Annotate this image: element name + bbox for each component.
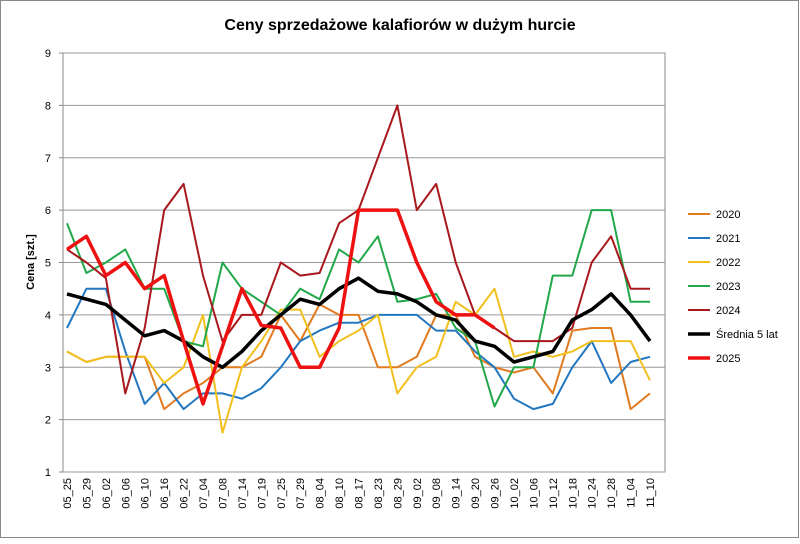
y-tick-label: 8 [45, 100, 51, 112]
series-line [66, 287, 651, 434]
series-line [66, 303, 651, 411]
x-tick-label: 08_29 [392, 478, 404, 509]
series-line [66, 208, 496, 406]
x-tick-label: 07_19 [256, 478, 268, 509]
legend-label: Średnia 5 lat [716, 328, 778, 341]
y-axis-label: Cena [szt.] [25, 234, 37, 290]
y-tick-label: 2 [45, 415, 51, 427]
y-tick-label: 1 [45, 467, 51, 479]
x-tick-label: 07_29 [295, 478, 307, 509]
x-tick-label: 06_02 [101, 478, 113, 509]
series-line [66, 209, 650, 408]
y-tick-label: 9 [45, 48, 51, 60]
x-tick-label: 09_20 [470, 478, 482, 509]
x-tick-label: 07_25 [276, 478, 288, 509]
x-tick-label: 10_02 [509, 478, 521, 509]
legend-label: 2021 [716, 233, 740, 245]
x-tick-label: 09_26 [490, 478, 502, 509]
legend-label: 2020 [716, 209, 740, 221]
x-tick-label: 10_18 [567, 478, 579, 509]
legend-label: 2024 [716, 305, 740, 317]
x-tick-label: 06_16 [159, 478, 171, 509]
x-tick-label: 10_28 [606, 478, 618, 509]
x-tick-label: 08_23 [373, 478, 385, 509]
x-tick-label: 09_02 [412, 478, 424, 509]
x-tick-label: 08_04 [315, 478, 327, 509]
x-tick-label: 10_06 [528, 478, 540, 509]
legend-label: 2023 [716, 281, 740, 293]
x-tick-label: 06_10 [140, 478, 152, 509]
series-line [66, 276, 652, 370]
x-tick-label: 06_06 [120, 478, 132, 509]
x-tick-label: 05_29 [81, 478, 93, 509]
x-tick-label: 10_12 [548, 478, 560, 509]
x-tick-label: 08_17 [354, 478, 366, 509]
y-tick-label: 3 [45, 362, 51, 374]
x-tick-label: 05_25 [62, 478, 74, 509]
legend-label: 2022 [716, 257, 740, 269]
x-tick-label: 06_22 [179, 478, 191, 509]
x-tick-label: 09_14 [451, 478, 463, 509]
x-tick-label: 07_14 [237, 478, 249, 509]
x-tick-label: 11_04 [626, 478, 638, 508]
x-tick-label: 08_10 [334, 478, 346, 509]
legend-label: 2025 [716, 353, 740, 365]
x-tick-label: 10_24 [587, 478, 599, 509]
x-tick-label: 11_10 [645, 478, 657, 508]
y-tick-label: 4 [45, 310, 51, 322]
chart-title: Ceny sprzedażowe kalafiorów w dużym hurc… [224, 17, 575, 34]
x-tick-label: 07_04 [198, 478, 210, 509]
x-tick-label: 07_08 [217, 478, 229, 509]
y-tick-label: 5 [45, 258, 51, 270]
x-tick-label: 09_08 [431, 478, 443, 509]
y-tick-label: 7 [45, 153, 51, 165]
y-tick-label: 6 [45, 205, 51, 217]
